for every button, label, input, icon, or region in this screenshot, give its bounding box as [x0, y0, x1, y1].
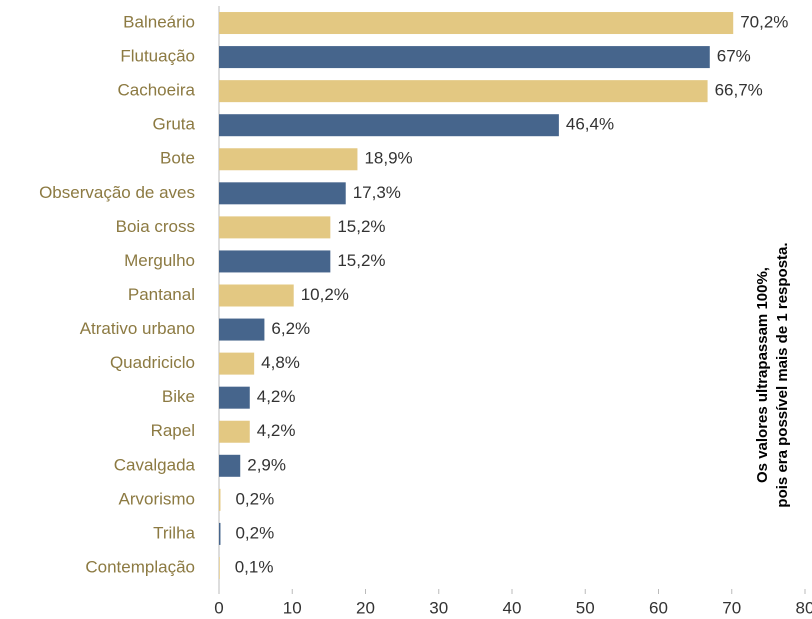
- x-tick-label: 60: [649, 598, 668, 617]
- y-tick-label: Contemplação: [85, 557, 195, 576]
- y-tick-label: Balneário: [123, 13, 195, 32]
- value-label: 10,2%: [301, 285, 349, 304]
- y-tick-label: Rapel: [151, 421, 195, 440]
- y-tick-label: Atrativo urbano: [80, 319, 195, 338]
- bar: [219, 556, 220, 579]
- bar: [219, 12, 734, 35]
- y-tick-label: Boia cross: [116, 217, 195, 236]
- y-tick-label: Quadriciclo: [110, 353, 195, 372]
- bar: [219, 182, 346, 205]
- bar: [219, 250, 331, 273]
- x-tick-label: 80: [796, 598, 812, 617]
- x-tick-label: 10: [283, 598, 302, 617]
- bar: [219, 522, 221, 545]
- x-tick-label: 20: [356, 598, 375, 617]
- bar: [219, 46, 710, 69]
- y-tick-label: Gruta: [152, 115, 195, 134]
- y-tick-label: Bike: [162, 387, 195, 406]
- value-label: 6,2%: [271, 319, 310, 338]
- bar: [219, 284, 294, 307]
- value-label: 70,2%: [740, 13, 788, 32]
- y-tick-label: Flutuação: [120, 47, 195, 66]
- x-tick-label: 40: [503, 598, 522, 617]
- y-tick-label: Pantanal: [128, 285, 195, 304]
- value-label: 4,2%: [257, 387, 296, 406]
- annotation-line: Os valores ultrapassam 100%,: [754, 267, 771, 483]
- annotation: Os valores ultrapassam 100%, pois era po…: [754, 242, 791, 507]
- bar: [219, 148, 358, 171]
- y-tick-label: Arvorismo: [118, 489, 195, 508]
- value-label: 2,9%: [247, 455, 286, 474]
- value-label: 66,7%: [715, 81, 763, 100]
- x-tick-label: 50: [576, 598, 595, 617]
- bar: [219, 80, 708, 103]
- value-label: 4,2%: [257, 421, 296, 440]
- bar: [219, 420, 250, 443]
- value-label: 18,9%: [364, 149, 412, 168]
- value-label: 0,2%: [235, 523, 274, 542]
- y-tick-label: Trilha: [153, 523, 195, 542]
- value-label: 15,2%: [337, 251, 385, 270]
- value-label: 46,4%: [566, 115, 614, 134]
- bar: [219, 216, 331, 239]
- x-tick-label: 0: [214, 598, 223, 617]
- value-label: 0,2%: [235, 489, 274, 508]
- value-label: 0,1%: [235, 557, 274, 576]
- bar: [219, 352, 255, 375]
- value-label: 15,2%: [337, 217, 385, 236]
- y-tick-label: Cachoeira: [118, 81, 196, 100]
- value-label: 17,3%: [353, 183, 401, 202]
- bar: [219, 488, 221, 511]
- x-tick-label: 30: [429, 598, 448, 617]
- bar: [219, 386, 250, 409]
- annotation-line: pois era possível mais de 1 resposta.: [774, 242, 791, 507]
- x-tick-label: 70: [722, 598, 741, 617]
- bar: [219, 318, 265, 341]
- bar: [219, 454, 241, 477]
- value-label: 67%: [717, 47, 751, 66]
- bar: [219, 114, 559, 137]
- y-tick-label: Cavalgada: [114, 455, 196, 474]
- y-tick-label: Mergulho: [124, 251, 195, 270]
- y-tick-label: Bote: [160, 149, 195, 168]
- y-tick-label: Observação de aves: [39, 183, 195, 202]
- value-label: 4,8%: [261, 353, 300, 372]
